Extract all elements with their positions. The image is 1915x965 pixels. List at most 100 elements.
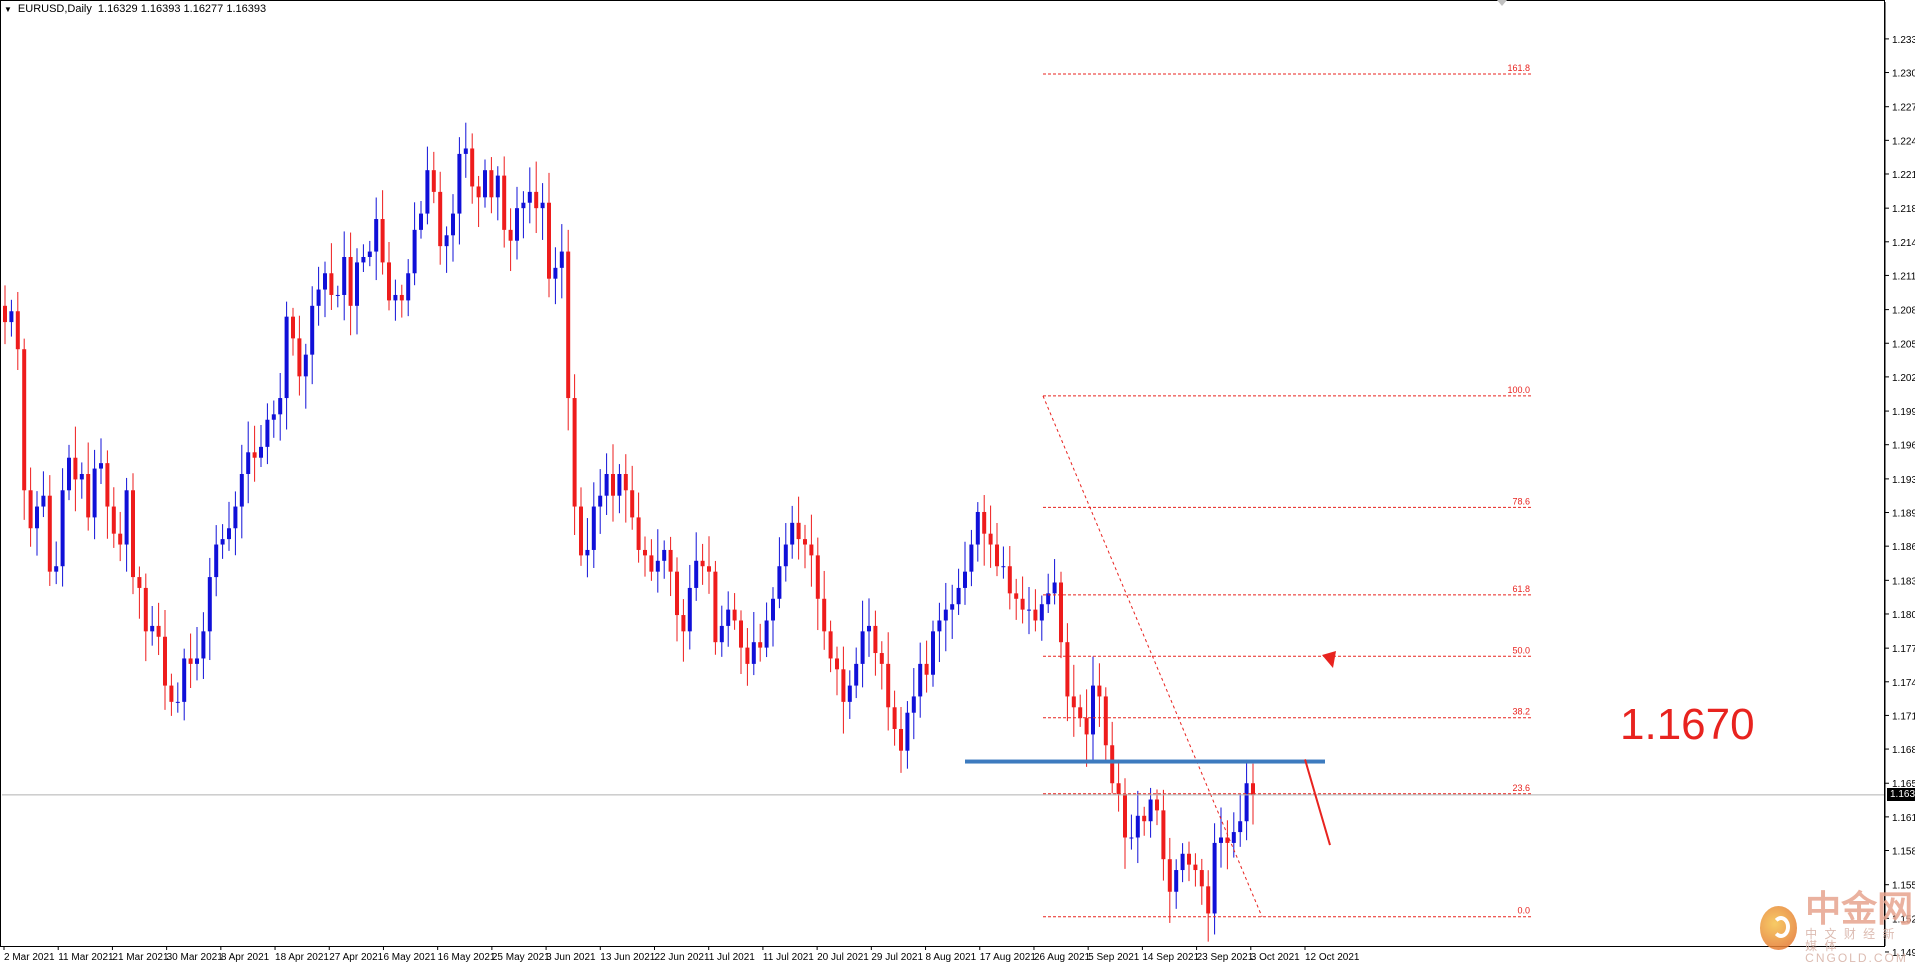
candle-body <box>195 658 199 664</box>
y-tick-label: 1.23050 <box>1892 69 1915 80</box>
candle-body <box>899 728 903 751</box>
candle-body <box>803 539 807 545</box>
candle-body <box>406 273 411 301</box>
candle-body <box>771 598 775 621</box>
candle-body <box>879 653 884 664</box>
candle-body <box>515 208 519 241</box>
candle-body <box>489 170 494 198</box>
candle-body <box>28 490 33 529</box>
candle-body <box>591 506 596 550</box>
candle-body <box>310 305 315 355</box>
candle-body <box>201 631 206 659</box>
y-tick-label: 1.15255 <box>1892 914 1915 925</box>
candle-body <box>1084 718 1089 735</box>
candle-body <box>854 663 859 686</box>
candle-body <box>809 544 814 556</box>
candle-body <box>3 305 7 323</box>
candle-body <box>681 615 686 632</box>
candle-body <box>707 566 711 572</box>
candle-body <box>361 256 366 263</box>
candle-body <box>451 213 455 236</box>
candle-body <box>163 636 167 686</box>
candle-body <box>969 544 974 572</box>
x-tick-label: 13 Jun 2021 <box>600 952 655 963</box>
candle-body <box>694 560 699 588</box>
candle-body <box>73 457 78 480</box>
x-tick-label: 18 Apr 2021 <box>275 952 329 963</box>
forecast-arrow-head-icon <box>1322 651 1336 668</box>
candle-body <box>457 153 462 214</box>
support-resistance-level[interactable] <box>965 759 1325 764</box>
candle-body <box>1007 566 1012 594</box>
candle-body <box>1014 593 1019 599</box>
candle-body <box>412 229 417 274</box>
y-tick-label: 1.16190 <box>1892 813 1915 824</box>
candle-body <box>1161 810 1166 860</box>
candle-body <box>1071 696 1076 708</box>
candle-body <box>924 663 929 675</box>
x-tick-label: 23 Sep 2021 <box>1197 952 1254 963</box>
candle-body <box>252 452 257 458</box>
candle-body <box>303 354 308 377</box>
candle-body <box>982 511 987 534</box>
candle-body <box>796 522 801 540</box>
candle-body <box>598 495 603 507</box>
candle-body <box>1212 842 1217 914</box>
candle-body <box>182 658 187 702</box>
candle-body <box>99 463 103 469</box>
candle-body <box>438 191 443 247</box>
candle-body <box>86 474 91 518</box>
fib-level-label: 78.6 <box>1512 496 1530 506</box>
candle-body <box>1027 609 1031 611</box>
y-tick-label: 1.20865 <box>1892 306 1915 317</box>
watermark-domain: CNGOLD.COM <box>1805 951 1908 965</box>
candle-body <box>521 202 526 209</box>
y-tick-label: 1.22735 <box>1892 103 1915 114</box>
x-tick-label: 11 Mar 2021 <box>58 952 114 963</box>
candle-body <box>579 506 583 556</box>
candle-body <box>713 571 718 643</box>
candle-body <box>675 571 679 616</box>
candle-body <box>745 647 750 664</box>
candle-body <box>1193 864 1198 871</box>
candle-body <box>1020 598 1025 610</box>
candle-body <box>463 148 468 154</box>
candle-body <box>239 474 244 507</box>
candle-body <box>995 544 999 567</box>
candle-body <box>700 560 705 567</box>
forecast-arrow-shaft <box>1304 759 1331 846</box>
candle-body <box>1244 783 1249 822</box>
y-tick-label: 1.17745 <box>1892 644 1915 655</box>
candle-body <box>572 398 577 507</box>
candle-body <box>630 490 635 518</box>
candle-body <box>540 202 545 209</box>
y-tick-label: 1.18995 <box>1892 509 1915 520</box>
dropdown-triangle-icon[interactable]: ▼ <box>4 4 12 14</box>
x-tick-label: 22 Jun 2021 <box>655 952 710 963</box>
fib-level-label: 161.8 <box>1507 63 1530 73</box>
candle-body <box>1199 870 1204 887</box>
candle-body <box>329 273 334 295</box>
candle-body <box>156 625 161 637</box>
candle-body <box>611 474 615 496</box>
x-tick-label: 3 Jun 2021 <box>546 952 596 963</box>
x-tick-label: 26 Aug 2021 <box>1034 952 1091 963</box>
candle-body <box>892 707 897 729</box>
candle-body <box>54 566 59 572</box>
candle-body <box>41 495 46 507</box>
y-tick-label: 1.18685 <box>1892 542 1915 553</box>
candle-body <box>1103 696 1108 746</box>
x-tick-label: 12 Oct 2021 <box>1305 952 1360 963</box>
chart-shift-marker-icon[interactable] <box>1497 0 1507 6</box>
x-tick-label: 8 Aug 2021 <box>926 952 977 963</box>
candle-body <box>1155 799 1159 811</box>
candle-body <box>15 311 20 350</box>
candle-body <box>284 316 289 399</box>
candle-body <box>636 517 641 550</box>
candle-body <box>918 663 923 697</box>
candle-body <box>259 446 263 458</box>
candle-body <box>783 544 788 567</box>
candle-body <box>214 544 219 578</box>
candle-body <box>207 577 212 632</box>
